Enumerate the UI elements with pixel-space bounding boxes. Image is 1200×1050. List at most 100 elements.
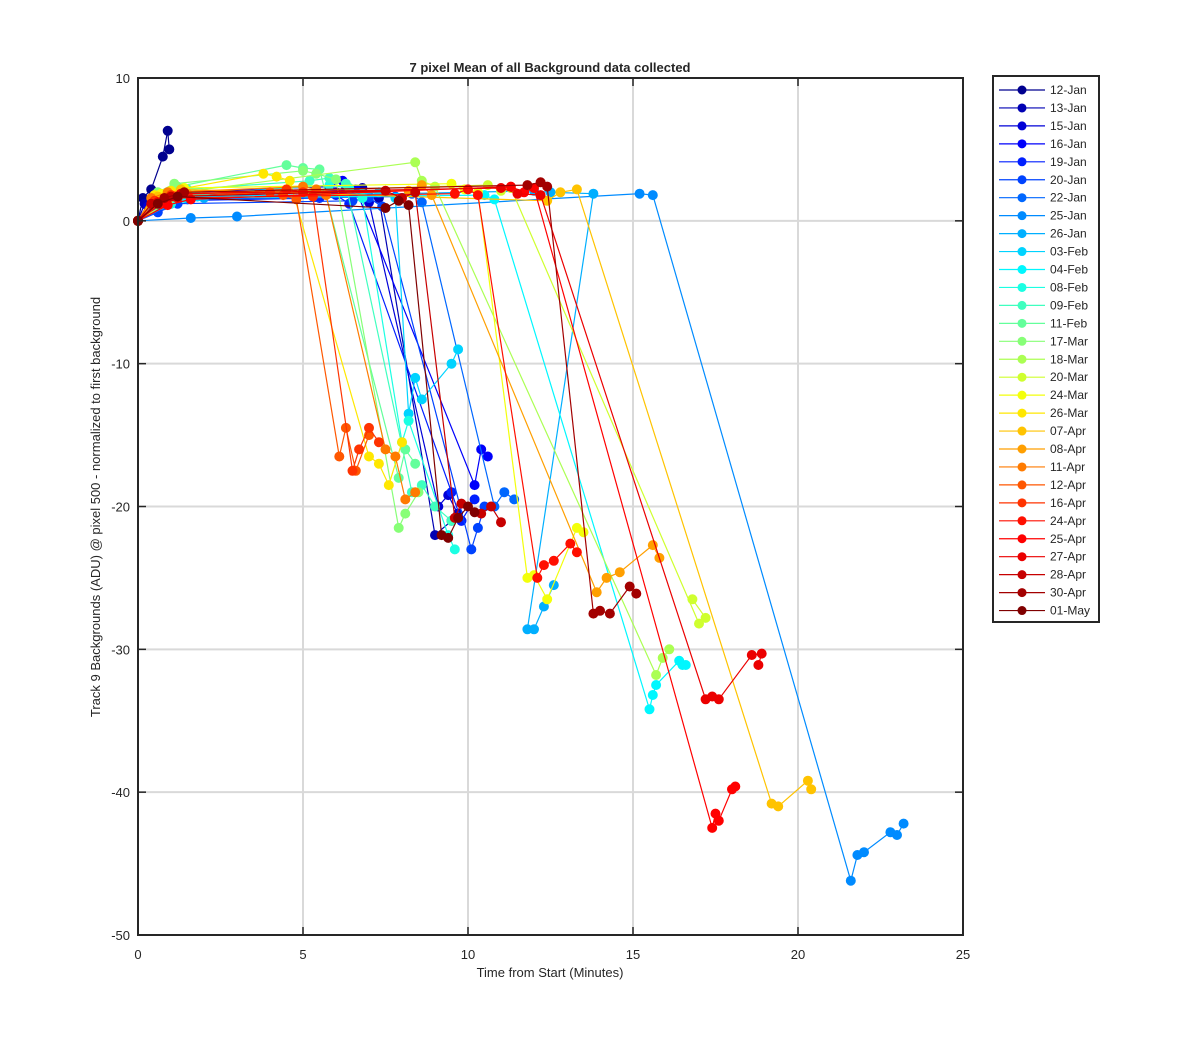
data-point	[469, 480, 480, 491]
legend-label: 01-May	[1050, 604, 1090, 618]
data-point	[651, 680, 662, 690]
data-point	[383, 480, 394, 491]
legend-entry: 22-Jan	[999, 191, 1087, 205]
data-point	[624, 581, 635, 592]
data-point	[604, 608, 615, 619]
legend-entry: 18-Mar	[999, 352, 1088, 366]
legend-label: 18-Mar	[1050, 352, 1088, 366]
data-point	[416, 197, 427, 208]
legend-label: 28-Apr	[1050, 568, 1086, 582]
legend-marker	[1017, 606, 1027, 616]
data-point	[331, 174, 341, 185]
data-point	[164, 144, 175, 155]
legend-label: 20-Jan	[1050, 173, 1087, 187]
data-point	[453, 344, 464, 355]
data-point	[364, 422, 374, 433]
data-point	[400, 508, 411, 519]
legend-label: 08-Feb	[1050, 280, 1088, 294]
data-point	[713, 694, 724, 705]
legend-marker	[1017, 175, 1027, 185]
legend-entry: 04-Feb	[999, 263, 1088, 277]
data-point	[647, 540, 658, 551]
series-25-Apr	[133, 181, 741, 833]
data-point	[496, 517, 506, 528]
data-point	[354, 444, 365, 455]
legend-entry: 13-Jan	[999, 101, 1087, 115]
legend-entry: 19-Jan	[999, 155, 1087, 169]
data-point	[393, 472, 404, 483]
legend-marker	[1017, 426, 1027, 436]
data-point	[571, 547, 582, 558]
data-point	[410, 487, 421, 498]
data-point	[443, 532, 454, 543]
legend-entry: 11-Feb	[999, 316, 1087, 330]
legend-entry: 20-Jan	[999, 173, 1087, 187]
legend-label: 12-Apr	[1050, 478, 1086, 492]
data-point	[426, 190, 437, 201]
legend-marker	[1017, 354, 1027, 364]
legend-entry: 16-Jan	[999, 137, 1087, 151]
legend-label: 04-Feb	[1050, 263, 1088, 277]
legend-marker	[1017, 318, 1027, 328]
legend-box	[992, 75, 1100, 623]
data-point	[565, 538, 576, 549]
legend-label: 26-Jan	[1050, 227, 1087, 241]
data-point	[232, 211, 242, 222]
data-point	[499, 487, 510, 498]
legend-marker	[1017, 211, 1027, 221]
data-point	[548, 555, 559, 566]
series-layer	[133, 125, 909, 886]
legend-entry: 12-Jan	[999, 83, 1087, 97]
legend-marker	[1017, 498, 1027, 508]
data-point	[680, 660, 691, 670]
data-point	[601, 572, 612, 583]
data-point	[410, 157, 421, 168]
data-point	[393, 522, 404, 533]
legend-marker	[1017, 552, 1027, 562]
data-point	[449, 188, 460, 199]
legend-entry: 08-Feb	[999, 280, 1088, 294]
y-tick-label: -50	[111, 928, 130, 943]
data-point	[555, 187, 566, 198]
legend-label: 15-Jan	[1050, 119, 1087, 133]
legend-entry: 07-Apr	[999, 424, 1086, 438]
x-tick-label: 25	[956, 947, 970, 962]
data-point	[571, 184, 582, 195]
legend-label: 30-Apr	[1050, 586, 1086, 600]
data-point	[529, 624, 539, 635]
legend-marker	[1017, 157, 1027, 167]
data-point	[614, 567, 625, 578]
legend-entry: 26-Jan	[999, 227, 1087, 241]
data-point	[542, 594, 553, 605]
data-point	[334, 451, 345, 462]
ticks: 0 5 10 15 20 25 -50 -40 -30 -20 -10 0 10	[111, 71, 970, 962]
data-point	[773, 801, 784, 812]
y-tick-label: -20	[111, 500, 130, 515]
legend-label: 26-Mar	[1050, 406, 1088, 420]
data-point	[446, 358, 457, 369]
data-point	[859, 847, 869, 858]
data-point	[756, 648, 767, 659]
data-point	[664, 644, 675, 655]
y-tick-label: -10	[111, 357, 130, 372]
data-point	[713, 815, 724, 826]
data-point	[410, 372, 421, 383]
data-point	[578, 527, 589, 538]
legend-marker	[1017, 336, 1027, 346]
data-point	[347, 465, 358, 476]
data-point	[588, 188, 599, 199]
data-point	[403, 200, 414, 211]
data-point	[694, 618, 704, 629]
data-point	[522, 180, 533, 191]
legend: 12-Jan 13-Jan 15-Jan 16-Jan 19-Jan 20-Jan 22-J…	[992, 75, 1100, 623]
data-point	[806, 784, 817, 795]
legend-marker	[1017, 588, 1027, 598]
data-point	[647, 190, 658, 201]
legend-entry: 03-Feb	[999, 245, 1088, 259]
data-point	[644, 704, 655, 715]
data-point	[172, 191, 183, 202]
legend-entry: 12-Apr	[999, 478, 1086, 492]
data-point	[373, 458, 384, 469]
legend-marker	[1017, 390, 1027, 400]
legend-label: 03-Feb	[1050, 245, 1088, 259]
